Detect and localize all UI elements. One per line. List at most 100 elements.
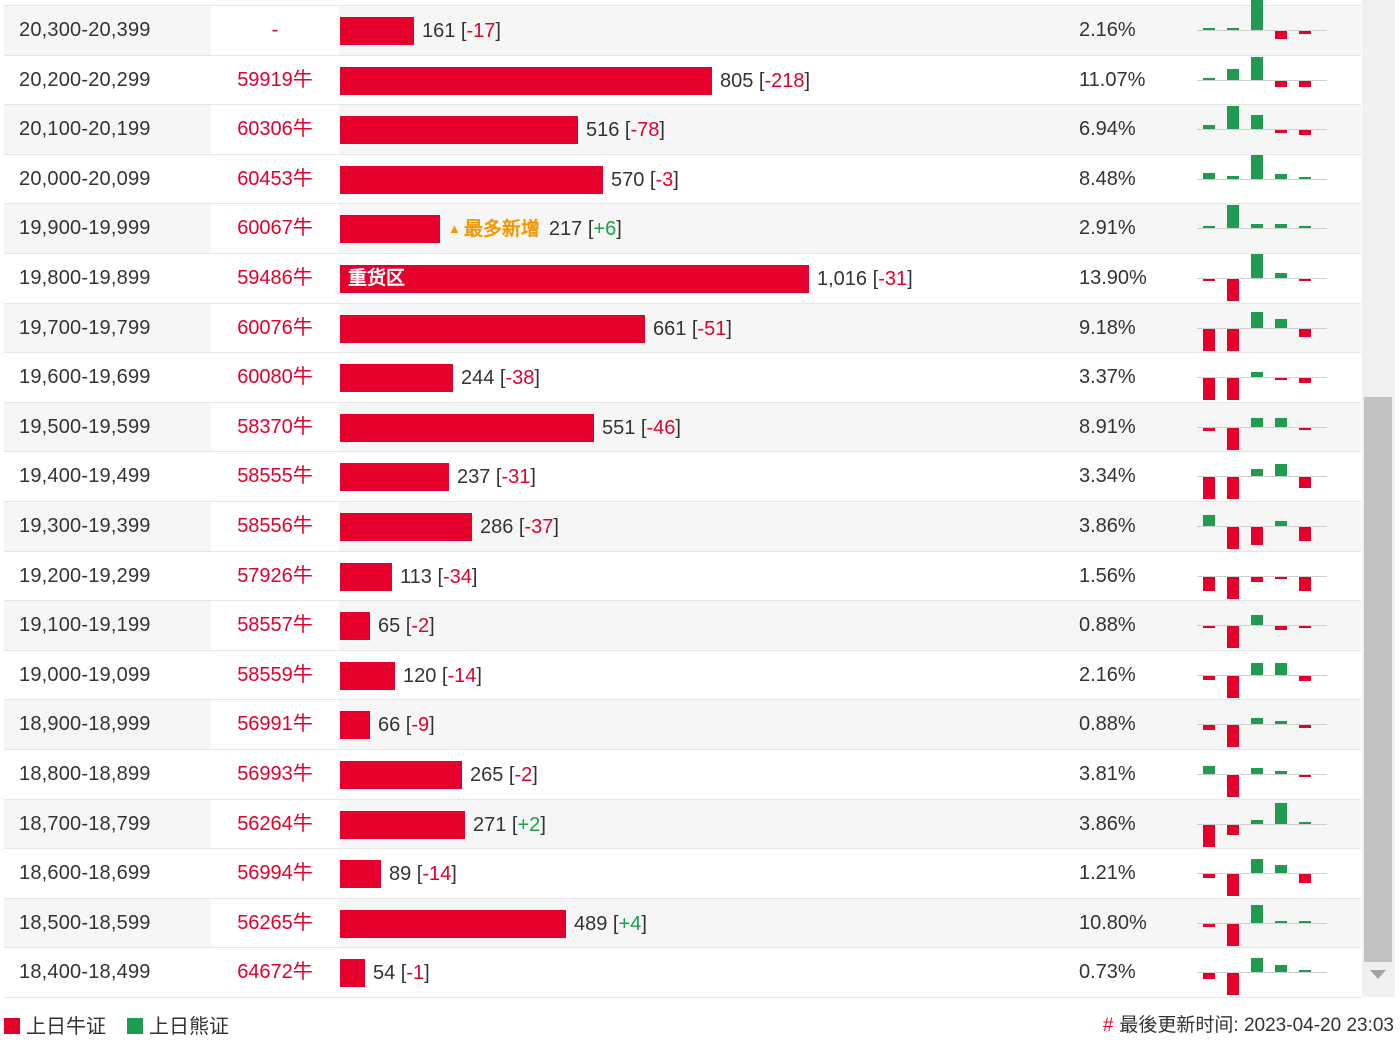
scroll-down-arrow-icon[interactable] xyxy=(1370,970,1386,979)
cbbc-code-link[interactable]: 60080牛 xyxy=(237,366,313,389)
table-row[interactable]: 19,000-19,099 58559牛 120 [-14] 2.16% xyxy=(4,650,1361,701)
table-row[interactable]: 19,500-19,599 58370牛 551 [-46] 8.91% xyxy=(4,402,1361,453)
quantity-number: 516 xyxy=(586,119,620,142)
cbbc-code-link[interactable]: 59486牛 xyxy=(237,266,313,289)
trend-sparkline xyxy=(1197,849,1327,898)
percentage: 3.34% xyxy=(1079,465,1136,488)
table-row[interactable]: 19,400-19,499 58555牛 237 [-31] 3.34% xyxy=(4,452,1361,502)
table-row[interactable]: 20,200-20,299 59919牛 805 [-218] 11.07% xyxy=(4,55,1361,106)
sparkline-bar xyxy=(1299,31,1311,34)
sparkline-bar xyxy=(1299,675,1311,681)
code-cell-bg xyxy=(211,402,339,452)
sparkline-bar xyxy=(1227,106,1239,130)
table-row[interactable]: 20,000-20,099 60453牛 570 [-3] 8.48% xyxy=(4,154,1361,205)
table-row[interactable]: 19,100-19,199 58557牛 65 [-2] 0.88% xyxy=(4,601,1361,651)
sparkline-bar xyxy=(1299,774,1311,777)
quantity-value: 286 [-37] xyxy=(480,515,559,538)
quantity-bar xyxy=(340,116,578,145)
cbbc-code-link[interactable]: 56993牛 xyxy=(237,762,313,785)
scrollbar-thumb[interactable] xyxy=(1364,397,1392,962)
table-row[interactable]: 18,500-18,599 56265牛 489 [+4] 10.80% xyxy=(4,898,1361,949)
table-row[interactable]: 19,800-19,899 59486牛 重货区 1,016 [-31] 13.90% xyxy=(4,253,1361,304)
table-row[interactable]: 18,700-18,799 56264牛 271 [+2] 3.86% xyxy=(4,799,1361,850)
trend-sparkline xyxy=(1197,601,1327,650)
sparkline-baseline xyxy=(1197,129,1327,131)
sparkline-bar xyxy=(1227,675,1239,698)
cbbc-code-link[interactable]: 58559牛 xyxy=(237,663,313,686)
code-cell-bg xyxy=(211,601,339,650)
sparkline-bar xyxy=(1275,662,1287,675)
table-row[interactable]: 19,300-19,399 58556牛 286 [-37] 3.86% xyxy=(4,501,1361,552)
code-cell-bg xyxy=(211,452,339,501)
sparkline-bar xyxy=(1251,819,1263,824)
quantity-change: -3 xyxy=(655,168,674,191)
cbbc-code-link[interactable]: 58555牛 xyxy=(237,465,313,488)
heavy-zone-label: 重货区 xyxy=(348,267,406,289)
table-row[interactable]: 20,300-20,399 - 161 [-17] 2.16% xyxy=(4,0,1361,56)
cbbc-code-link[interactable]: 56994牛 xyxy=(237,862,313,885)
cbbc-code-link[interactable]: - xyxy=(271,19,279,41)
percentage: 2.16% xyxy=(1079,19,1136,41)
sparkline-baseline xyxy=(1197,773,1327,775)
code-cell-bg xyxy=(211,700,339,749)
table-row[interactable]: 20,100-20,199 60306牛 516 [-78] 6.94% xyxy=(4,105,1361,155)
cbbc-code-link[interactable]: 58370牛 xyxy=(237,415,313,438)
sparkline-bar xyxy=(1227,973,1239,996)
sparkline-bar xyxy=(1251,417,1263,427)
table-row[interactable]: 18,600-18,699 56994牛 89 [-14] 1.21% xyxy=(4,849,1361,899)
quantity-number: 489 xyxy=(574,912,608,935)
cbbc-code-link[interactable]: 57926牛 xyxy=(237,564,313,587)
table-row[interactable]: 19,600-19,699 60080牛 244 [-38] 3.37% xyxy=(4,353,1361,403)
cbbc-code-link[interactable]: 56265牛 xyxy=(237,911,313,934)
quantity-number: 570 xyxy=(611,168,645,191)
sparkline-bar xyxy=(1299,278,1311,281)
percentage: 13.90% xyxy=(1079,266,1147,289)
quantity-number: 237 xyxy=(457,466,491,489)
table-row[interactable]: 19,900-19,999 60067牛 ▲ 最多新增 217 [+6] 2.91% xyxy=(4,204,1361,254)
table-row[interactable]: 19,200-19,299 57926牛 113 [-34] 1.56% xyxy=(4,551,1361,602)
vertical-scrollbar[interactable] xyxy=(1362,0,1395,997)
sparkline-bar xyxy=(1275,770,1287,774)
cbbc-code-link[interactable]: 56991牛 xyxy=(237,713,313,736)
quantity-change: -38 xyxy=(505,367,535,390)
cbbc-code-link[interactable]: 60306牛 xyxy=(237,118,313,141)
sparkline-bar xyxy=(1227,378,1239,401)
quantity-number: 161 xyxy=(422,20,456,42)
table-row[interactable]: 19,700-19,799 60076牛 661 [-51] 9.18% xyxy=(4,303,1361,354)
table-row[interactable]: 18,800-18,899 56993牛 265 [-2] 3.81% xyxy=(4,749,1361,800)
sparkline-bar xyxy=(1251,56,1263,80)
sparkline-bar xyxy=(1203,427,1215,431)
sparkline-baseline xyxy=(1197,823,1327,825)
price-range: 19,900-19,999 xyxy=(19,217,151,240)
trend-sparkline xyxy=(1197,651,1327,700)
quantity-bar xyxy=(340,562,392,591)
percentage: 6.94% xyxy=(1079,118,1136,141)
price-range: 19,500-19,599 xyxy=(19,415,151,438)
trend-sparkline xyxy=(1197,552,1327,601)
trend-sparkline xyxy=(1197,948,1327,997)
quantity-number: 66 xyxy=(378,714,401,737)
cbbc-code-link[interactable]: 58557牛 xyxy=(237,614,313,637)
quantity-change: -37 xyxy=(524,515,554,538)
cbbc-code-link[interactable]: 64672牛 xyxy=(237,961,313,984)
cbbc-code-link[interactable]: 59919牛 xyxy=(237,68,313,91)
percentage: 2.16% xyxy=(1079,663,1136,686)
percentage: 10.80% xyxy=(1079,911,1147,934)
quantity-value: 489 [+4] xyxy=(574,912,647,935)
cbbc-code-link[interactable]: 60453牛 xyxy=(237,167,313,190)
sparkline-bar xyxy=(1227,526,1239,549)
sparkline-bar xyxy=(1251,154,1263,179)
quantity-value: 120 [-14] xyxy=(403,664,482,687)
cbbc-code-link[interactable]: 56264牛 xyxy=(237,812,313,835)
legend-bear: 上日熊证 xyxy=(127,1010,229,1039)
sparkline-bar xyxy=(1227,175,1239,179)
cbbc-code-link[interactable]: 60076牛 xyxy=(237,316,313,339)
table-row[interactable]: 18,900-18,999 56991牛 66 [-9] 0.88% xyxy=(4,700,1361,750)
cbbc-code-link[interactable]: 58556牛 xyxy=(237,514,313,537)
quantity-bar xyxy=(340,413,594,442)
cbbc-code-link[interactable]: 60067牛 xyxy=(237,217,313,240)
price-range: 18,400-18,499 xyxy=(19,961,151,984)
code-cell-bg xyxy=(211,948,339,997)
sparkline-bar xyxy=(1275,378,1287,381)
table-row[interactable]: 18,400-18,499 64672牛 54 [-1] 0.73% xyxy=(4,948,1361,998)
